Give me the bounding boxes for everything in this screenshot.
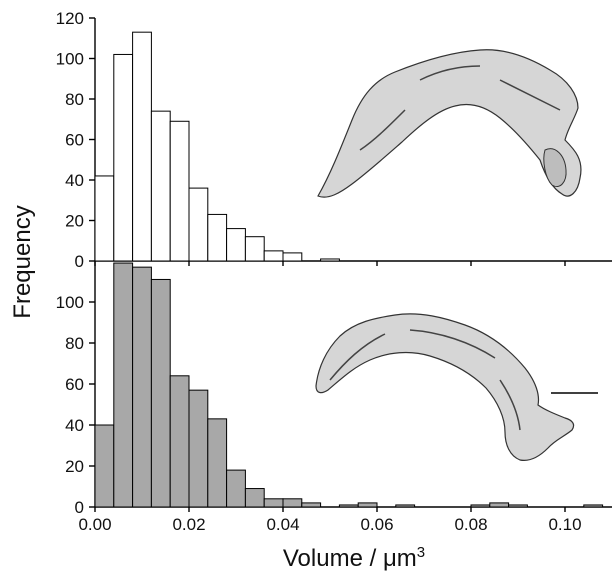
x-axis-title: Volume / μm3 <box>283 544 425 572</box>
top-bar-1 <box>113 53 134 262</box>
x-tick-label-3: 0.06 <box>360 515 393 534</box>
3d-render-top <box>317 49 582 198</box>
bottom-bar-4 <box>169 375 190 508</box>
x-axis-title-unit: μm <box>383 545 417 572</box>
x-axis-title-prefix: Volume / <box>283 545 383 572</box>
bottom-y-tick-label-5: 100 <box>56 293 84 312</box>
top-bar-12 <box>320 258 340 262</box>
top-y-tick-label-2: 40 <box>65 171 84 190</box>
bottom-bar-0 <box>94 424 115 508</box>
top-y-tick-label-4: 80 <box>65 90 84 109</box>
bottom-bar-9 <box>263 498 284 508</box>
bottom-bar-14 <box>357 502 378 508</box>
bottom-bar-7 <box>226 469 246 508</box>
x-axis-title-unit-power: 3 <box>417 544 425 561</box>
bottom-y-tick-label-2: 40 <box>65 416 84 435</box>
bottom-bar-16 <box>395 504 416 508</box>
render-bottom-detail-1 <box>329 329 521 431</box>
bottom-bar-13 <box>338 504 359 508</box>
bottom-bar-6 <box>207 418 228 508</box>
bottom-bar-5 <box>188 389 209 508</box>
bottom-y-tick-label-0: 0 <box>75 498 84 517</box>
bottom-y-tick-label-3: 60 <box>65 375 84 394</box>
top-bar-5 <box>188 187 209 262</box>
top-bar-7 <box>226 228 246 262</box>
bottom-bar-10 <box>282 498 303 508</box>
bottom-bar-22 <box>508 504 528 508</box>
x-tick-label-4: 0.08 <box>454 515 487 534</box>
top-y-tick-label-5: 100 <box>56 50 84 69</box>
render-bottom-body <box>315 313 575 461</box>
bottom-bar-11 <box>301 502 322 508</box>
top-bar-10 <box>282 252 303 262</box>
bottom-bar-1 <box>113 262 134 508</box>
x-tick-label-5: 0.10 <box>548 515 581 534</box>
top-y-tick-label-1: 20 <box>65 212 84 231</box>
bottom-panel-bars <box>94 262 604 508</box>
bottom-panel-y-ticks: 0 20 40 60 80 100 <box>56 293 95 517</box>
top-y-tick-label-3: 60 <box>65 131 84 150</box>
x-tick-label-2: 0.04 <box>266 515 299 534</box>
3d-render-bottom <box>315 313 575 461</box>
top-bar-2 <box>132 31 152 262</box>
top-panel-bars <box>94 31 340 262</box>
top-bar-0 <box>94 175 115 262</box>
bottom-y-tick-label-4: 80 <box>65 334 84 353</box>
y-axis-title: Frequency <box>9 205 36 318</box>
render-top-detail-2 <box>543 148 567 187</box>
bottom-bar-20 <box>470 504 491 508</box>
bottom-bar-21 <box>489 502 510 508</box>
bottom-bar-8 <box>244 488 265 508</box>
top-y-tick-label-0: 0 <box>75 252 84 271</box>
top-y-tick-label-6: 120 <box>56 9 84 28</box>
bottom-bar-3 <box>150 278 171 508</box>
x-tick-label-0: 0.00 <box>78 515 111 534</box>
bottom-y-tick-label-1: 20 <box>65 457 84 476</box>
render-top-detail-1 <box>359 65 561 151</box>
x-tick-label-1: 0.02 <box>172 515 205 534</box>
render-top-body <box>317 49 582 198</box>
bottom-bar-2 <box>132 266 152 508</box>
top-bar-9 <box>263 250 284 262</box>
top-bar-3 <box>150 110 171 262</box>
top-bar-8 <box>244 236 265 262</box>
top-panel-y-ticks: 0 20 40 60 80 100 120 <box>56 9 95 271</box>
bottom-bar-26 <box>583 504 604 508</box>
top-bar-6 <box>207 213 228 262</box>
x-ticks: 0.00 0.02 0.04 0.06 0.08 0.10 <box>78 261 582 534</box>
top-bar-4 <box>169 120 190 262</box>
